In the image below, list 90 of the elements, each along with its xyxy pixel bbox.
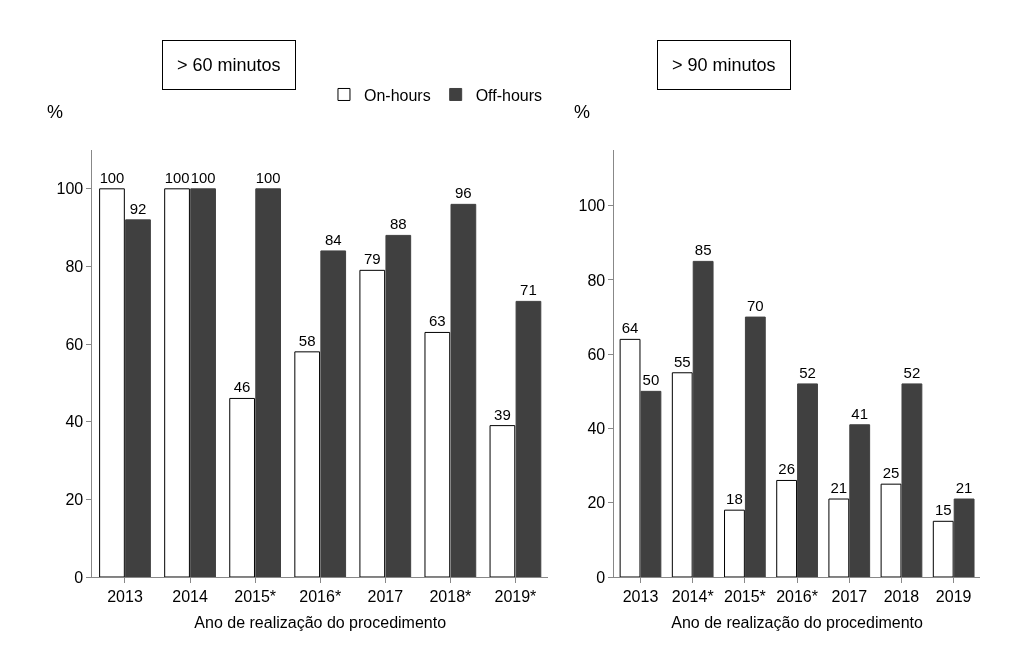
y-axis-title: % [47,102,64,122]
bar [359,269,386,577]
x-tick-label: 2017 [831,588,868,606]
x-axis-title: Ano de realização do procedimento [671,613,924,631]
y-tick-label: 60 [65,335,84,353]
data-label: 92 [129,199,147,217]
bar [724,509,745,577]
x-tick-label: 2014* [671,588,714,606]
bar [385,234,412,577]
x-tick-label: 2015* [723,588,766,606]
data-label: 21 [830,479,848,497]
data-label: 46 [233,378,251,396]
y-tick-label: 60 [587,345,606,363]
data-label: 58 [298,331,316,349]
x-tick-label: 2016* [299,588,342,606]
y-tick-label: 80 [587,271,606,289]
data-label: 100 [164,169,190,186]
y-tick-label: 20 [65,490,84,508]
x-tick-label: 2014 [172,588,208,606]
chart-title: > 60 minutos [177,55,281,75]
data-label: 21 [955,479,973,497]
bar [640,390,662,577]
bar [776,479,798,577]
data-label: 79 [363,250,381,268]
x-tick-label: 2013 [107,588,143,606]
data-label: 39 [494,405,511,423]
legend-label: Off-hours [475,86,543,104]
x-tick-label: 2017 [367,588,404,606]
data-label: 15 [934,501,952,519]
bar [953,498,975,577]
bar [320,250,347,577]
y-tick-label: 40 [65,413,84,431]
bar [744,316,766,577]
data-label: 88 [389,215,407,233]
bar [692,260,714,577]
data-label: 63 [429,312,446,330]
bar [125,219,151,577]
data-label: 85 [694,241,712,259]
bar [489,425,516,577]
bar [450,203,477,577]
data-label: 25 [882,464,900,482]
y-axis-title: % [574,102,591,122]
chart-title: > 90 minutos [672,55,776,75]
bar [164,188,190,577]
data-label: 52 [799,363,816,381]
data-label: 50 [642,371,660,389]
x-tick-label: 2019 [935,588,972,606]
data-label: 26 [778,460,795,478]
x-tick-label: 2015* [234,588,277,606]
bar [99,188,125,577]
data-label: 100 [99,169,125,186]
y-tick-label: 40 [587,420,606,438]
x-tick-label: 2018* [429,588,472,606]
bar [515,300,542,577]
bar [190,188,216,577]
bar [619,338,641,577]
y-tick-label: 100 [56,180,84,198]
data-label: 70 [746,297,764,315]
data-label: 71 [520,281,537,299]
data-label: 100 [190,169,216,186]
data-label: 64 [621,319,639,337]
x-tick-label: 2019* [494,588,537,606]
x-tick-label: 2016* [776,588,818,606]
bar [901,383,923,577]
y-tick-label: 100 [578,197,606,215]
bar [424,331,451,577]
bar [255,188,282,577]
legend-label: On-hours [363,86,431,104]
data-label: 52 [903,363,921,381]
bar [294,351,321,577]
y-tick-label: 0 [596,568,606,586]
bar [849,424,871,577]
bar [229,397,255,577]
data-label: 18 [726,490,743,508]
bar [932,520,954,577]
x-tick-label: 2018 [883,588,920,606]
data-label: 41 [851,404,869,422]
data-label: 84 [324,230,342,248]
x-axis-title: Ano de realização do procedimento [194,613,447,631]
y-tick-label: 0 [74,568,84,586]
data-label: 100 [255,169,281,186]
x-tick-label: 2013 [622,588,659,606]
data-label: 96 [455,184,472,202]
bar [880,483,902,577]
bar [671,372,693,577]
y-tick-label: 20 [587,494,606,512]
bar [797,383,818,577]
bar [828,498,850,577]
y-tick-label: 80 [65,258,84,276]
data-label: 55 [673,352,691,370]
